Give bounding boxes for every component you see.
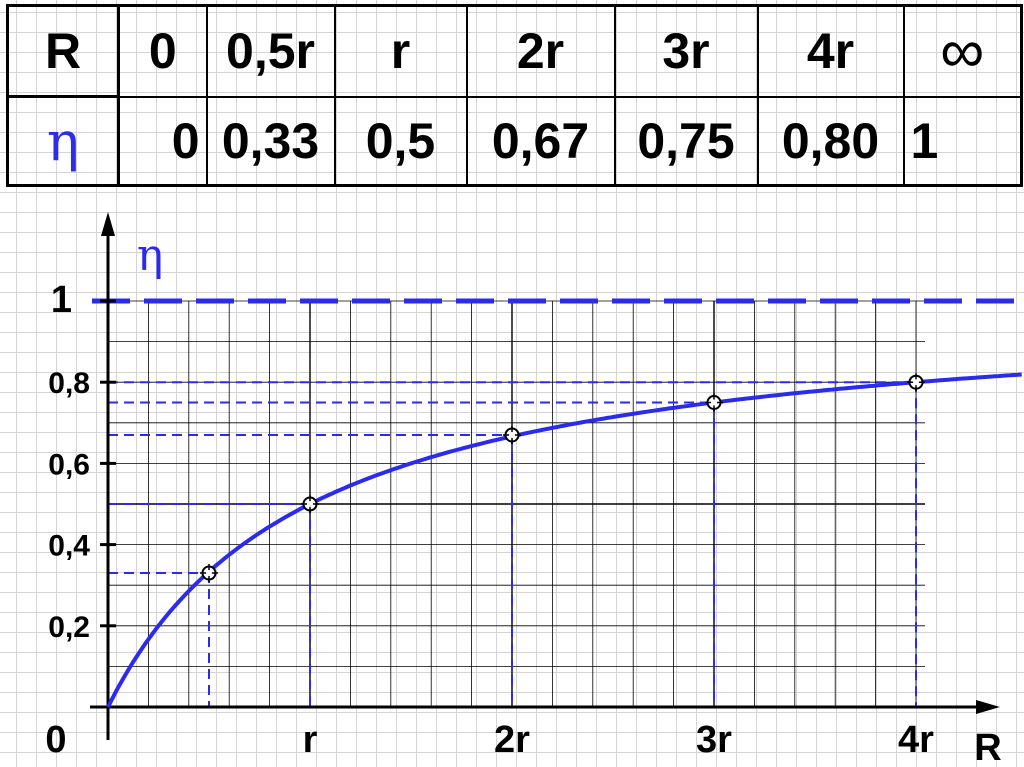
x-tick-label: 3r [696,719,732,761]
table-cell-r: 0,5r [205,4,336,98]
table-cell-eta: 0,75 [613,95,759,187]
table-cell-eta: 0,67 [465,95,616,187]
y-tick-label: 0,4 [48,530,90,563]
x-axis-label: R [974,727,1001,767]
table-cell-eta: 1 [902,95,1023,187]
table-cell-r: 3r [613,4,759,98]
curve-layer [106,372,1022,708]
table-cell-r: r [333,4,468,98]
y-tick-label: 0,6 [48,448,90,481]
table-header-eta: η [6,95,120,187]
table-cell-r: 0 [117,4,208,98]
infinity-symbol: ∞ [902,4,1023,98]
data-point [200,564,218,583]
data-point-center [913,379,919,386]
table-cell-eta: 0,5 [333,95,468,187]
axes [90,212,1000,740]
table-row-r: R 0 0,5r r 2r 3r 4r ∞ [6,4,1023,98]
data-point [301,495,319,513]
table-cell-r: 4r [756,4,905,98]
table-cell-eta: 0,80 [756,95,905,187]
table-header-r: R [6,4,120,98]
data-point-center [206,570,212,577]
axis-labels: 0,2 0,4 0,6 0,8 1 r 2r 3r 4r 0 Rη [45,230,1001,767]
x-tick-label: 2r [494,719,530,761]
data-point [503,425,521,444]
chart-grid [107,300,925,707]
y-axis-arrow [101,212,115,236]
table-cell-eta: 0 [117,95,208,187]
y-tick-label: 0,8 [48,367,90,400]
guide-lines [92,298,1024,707]
efficiency-curve [106,372,1022,708]
table-row-eta: η 0 0,33 0,5 0,67 0,75 0,80 1 [6,95,1023,187]
x-tick-label: 4r [898,719,934,761]
data-point-center [307,501,313,507]
table-cell-r: 2r [465,4,616,98]
y-tick-label: 0,2 [48,611,90,644]
x-axis-arrow [976,700,1000,714]
x-tick-label: r [303,719,318,761]
value-table: R 0 0,5r r 2r 3r 4r ∞ η 0 0,33 0,5 0,67 … [6,4,1023,187]
table-cell-eta: 0,33 [205,95,336,187]
origin-label: 0 [45,719,66,761]
y-axis-label: η [137,230,163,281]
y-tick-label: 1 [51,279,72,321]
data-point [705,393,723,412]
data-point-center [711,399,717,406]
data-point-center [509,431,515,438]
data-point [907,373,925,392]
